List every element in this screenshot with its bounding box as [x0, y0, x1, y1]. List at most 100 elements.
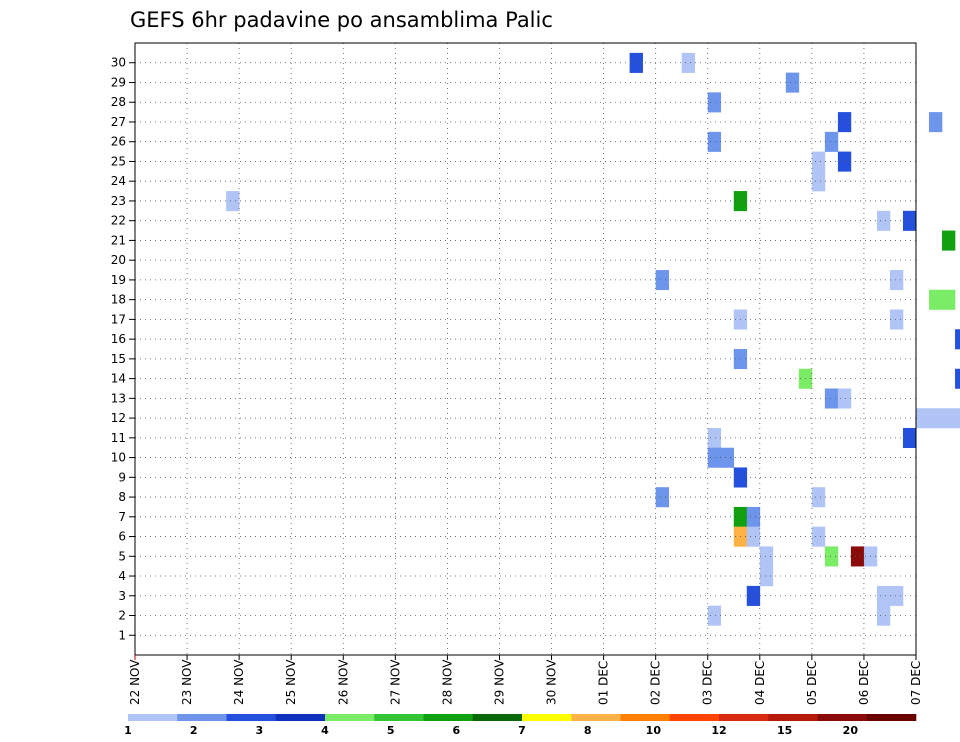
x-tick-label: 03 DEC	[701, 661, 715, 705]
y-tick-label: 5	[118, 549, 126, 563]
legend-label: 15	[777, 724, 792, 737]
legend-swatch	[817, 714, 868, 721]
y-tick-label: 16	[111, 332, 126, 346]
legend-swatch	[423, 714, 474, 721]
heatmap-cell	[942, 289, 956, 310]
y-tick-label: 28	[111, 95, 126, 109]
heatmap-cell	[876, 605, 891, 626]
heatmap-cell	[707, 131, 722, 152]
y-tick-label: 26	[111, 135, 126, 149]
legend-swatch	[719, 714, 769, 721]
x-tick-label: 25 NOV	[284, 659, 298, 705]
y-tick-label: 22	[111, 214, 126, 228]
heatmap-cell	[837, 388, 852, 409]
y-tick-label: 9	[118, 470, 126, 484]
y-tick-label: 2	[118, 609, 126, 623]
heatmap-cell	[785, 72, 800, 93]
heatmap-cell	[811, 151, 826, 172]
x-tick-label: 22 NOV	[128, 659, 142, 705]
heatmap-cell	[876, 210, 891, 231]
x-tick-label: 28 NOV	[440, 659, 454, 705]
heatmap-cell	[889, 270, 904, 291]
legend-swatch	[226, 714, 277, 721]
heatmap-cell	[811, 487, 826, 508]
x-tick-label: 26 NOV	[336, 659, 350, 705]
heatmap-cell	[955, 408, 960, 429]
x-tick-label: 27 NOV	[388, 659, 402, 705]
legend-swatch	[522, 714, 572, 721]
legend-label: 6	[453, 724, 461, 737]
heatmap-cell	[824, 388, 839, 409]
legend-swatch	[275, 714, 326, 721]
heatmap-cell	[707, 427, 722, 449]
legend-swatch	[571, 714, 621, 721]
y-tick-label: 6	[118, 530, 126, 544]
heatmap-cell	[226, 191, 240, 212]
heatmap-cell	[902, 210, 917, 231]
y-tick-label: 14	[111, 372, 126, 386]
grid-layer	[135, 43, 916, 655]
legend-label: 1	[124, 724, 132, 737]
y-tick-label: 17	[111, 312, 126, 326]
y-tick-label: 27	[111, 115, 126, 129]
cells-layer	[226, 52, 960, 626]
x-tick-label: 07 DEC	[909, 661, 923, 705]
heatmap-cell	[720, 447, 735, 468]
x-tick-label: 24 NOV	[232, 659, 246, 705]
heatmap-cell	[942, 408, 956, 429]
heatmap-cell	[811, 526, 826, 547]
x-tick-label: 23 NOV	[180, 659, 194, 705]
legend-label: 4	[321, 724, 329, 737]
legend-swatch	[128, 714, 178, 721]
heatmap-cell	[746, 526, 761, 547]
legend-label: 7	[518, 724, 526, 737]
legend-swatch	[620, 714, 671, 721]
heatmap-cell	[746, 506, 761, 527]
legend-swatch	[177, 714, 227, 721]
y-tick-label: 13	[111, 391, 126, 405]
x-tick-label: 04 DEC	[753, 661, 767, 705]
heatmap-cell	[837, 112, 852, 133]
heatmap-cell	[916, 408, 930, 429]
heatmap-cell	[746, 585, 761, 606]
legend-swatch	[669, 714, 720, 721]
heatmap-cell	[811, 171, 826, 192]
chart-title: GEFS 6hr padavine po ansamblima Palic	[130, 8, 553, 32]
heatmap-cell	[876, 585, 891, 606]
y-tick-label: 30	[111, 56, 126, 70]
plot-frame	[134, 42, 917, 656]
x-tick-label: 02 DEC	[649, 661, 663, 705]
legend-label: 10	[646, 724, 662, 737]
x-tick-label: 01 DEC	[597, 661, 611, 705]
y-tick-label: 11	[111, 431, 126, 445]
heatmap-cell	[837, 151, 852, 172]
heatmap-cell	[955, 368, 960, 389]
x-tick-label: 29 NOV	[492, 659, 506, 705]
heatmap-cell	[707, 605, 722, 626]
y-tick-label: 24	[111, 174, 126, 188]
heatmap-cell	[850, 546, 865, 567]
y-tick-label: 21	[111, 233, 126, 247]
legend-label: 2	[190, 724, 198, 737]
heatmap-cell	[759, 566, 774, 587]
y-axis: 1234567891011121314151617181920212223242…	[111, 56, 135, 642]
y-tick-label: 20	[111, 253, 126, 267]
x-tick-label: 05 DEC	[805, 661, 819, 705]
legend-swatch	[325, 714, 375, 721]
x-axis: 22 NOV 23 NOV 24 NOV 25 NOV 26 NOV 27 NOV 28 N…	[128, 655, 923, 705]
heatmap-cell	[929, 408, 943, 429]
heatmap-cell	[942, 230, 956, 251]
heatmap-cell	[681, 52, 696, 73]
x-tick-label: 06 DEC	[857, 661, 871, 705]
legend-swatch	[374, 714, 424, 721]
heatmap-cell	[707, 92, 722, 113]
heatmap-cell	[824, 546, 839, 567]
y-tick-label: 23	[111, 194, 126, 208]
x-tick-label: 30 NOV	[545, 659, 559, 705]
legend-label: 20	[843, 724, 859, 737]
y-tick-label: 18	[111, 293, 126, 307]
heatmap-cell	[902, 427, 917, 449]
y-tick-label: 15	[111, 352, 126, 366]
legend-label: 3	[256, 724, 264, 737]
